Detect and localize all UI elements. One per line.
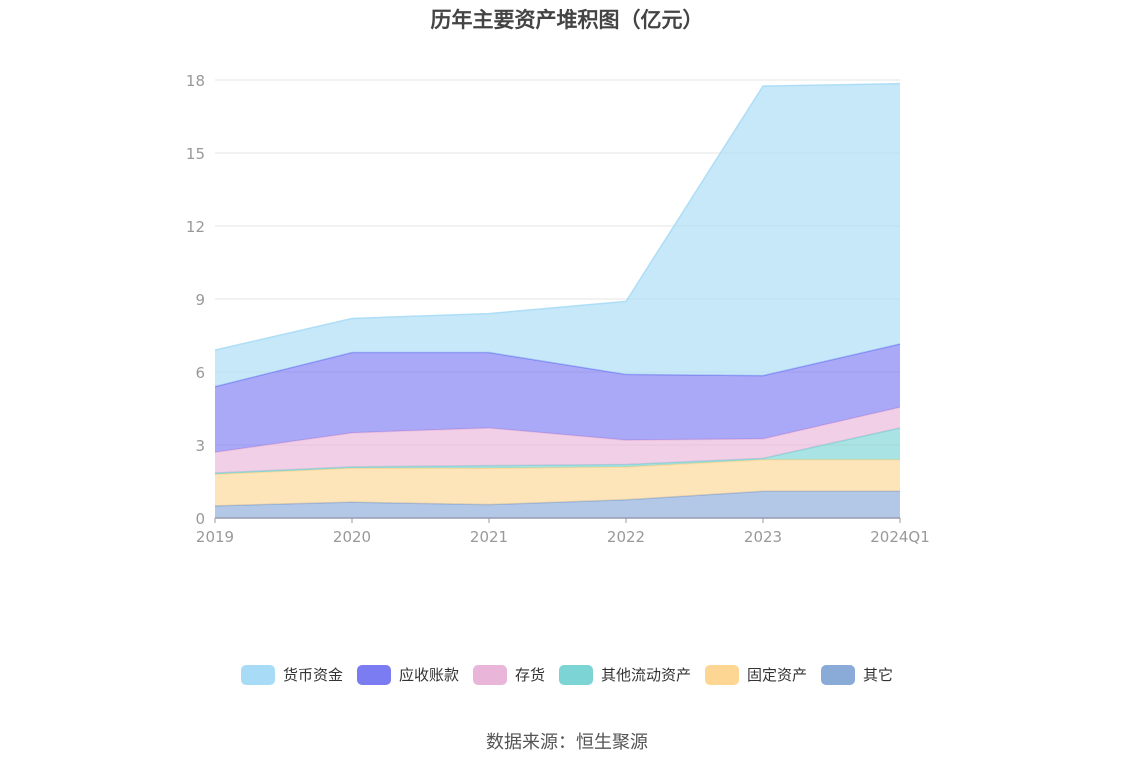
x-tick-label: 2019 [196,528,234,546]
x-tick-label: 2024Q1 [870,528,930,546]
legend-item[interactable]: 货币资金 [240,664,343,685]
y-tick-label: 15 [186,145,205,163]
legend-label: 应收账款 [398,666,459,684]
axes: 0 3 6 9 12 15 18 2019 2020 2021 2022 2023 2024Q1 [186,72,930,546]
x-tick-label: 2021 [470,528,508,546]
area-chart: 0 3 6 9 12 15 18 2019 2020 2021 2022 2023 2024Q1 [186,72,930,546]
series-line-货币资金 [214,82,901,351]
legend-swatch [240,664,275,685]
legend-swatch [705,664,740,685]
legend-item[interactable]: 存货 [472,664,545,685]
legend-item[interactable]: 应收账款 [356,664,459,685]
legend-label: 其它 [863,666,894,684]
area-存货 [215,407,900,473]
area-固定资产 [215,459,900,506]
legend-label: 固定资产 [747,666,808,684]
x-tick-label: 2020 [333,528,371,546]
y-tick-label: 9 [195,291,205,309]
legend-swatch [356,664,391,685]
area-应收账款 [215,344,900,453]
legend-swatch [472,664,507,685]
legend-swatch [821,664,856,685]
data-source: 数据来源：恒生聚源 [486,732,648,753]
x-tick-label: 2023 [744,528,782,546]
legend-swatch [559,664,593,685]
legend-item[interactable]: 固定资产 [705,664,807,685]
legend-item[interactable]: 其他流动资产 [559,664,691,685]
y-tick-label: 18 [186,72,205,90]
legend: 货币资金 应收账款 存货 其他流动资产 固定资产 其它 [0,664,1134,685]
legend-label: 货币资金 [282,666,343,684]
chart-title: 历年主要资产堆积图（亿元） [430,8,704,32]
legend-item[interactable]: 其它 [821,664,893,685]
legend-label: 其他流动资产 [601,666,692,684]
area-货币资金 [215,83,900,387]
area-series [214,82,901,518]
y-tick-label: 0 [195,510,205,528]
y-tick-label: 12 [186,218,205,236]
y-tick-label: 6 [195,364,205,382]
x-tick-label: 2022 [607,528,645,546]
legend-label: 存货 [514,666,545,684]
y-tick-label: 3 [195,437,205,455]
area-其它 [215,491,900,518]
